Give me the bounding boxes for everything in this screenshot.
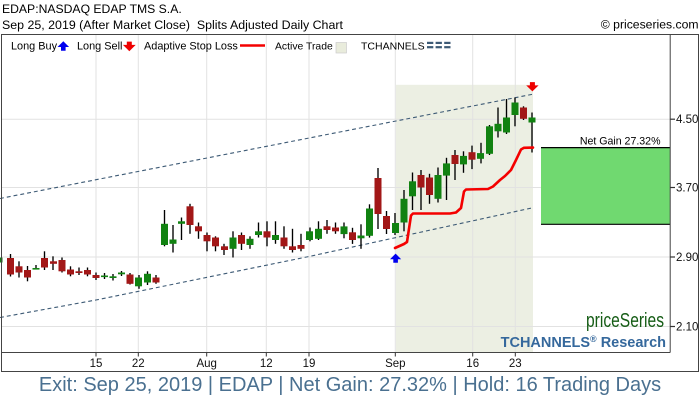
svg-text:2.90: 2.90 bbox=[676, 252, 698, 264]
svg-text:15: 15 bbox=[90, 358, 103, 370]
svg-text:Exit: Sep 25, 2019 | EDAP | Ne: Exit: Sep 25, 2019 | EDAP | Net Gain: 27… bbox=[39, 374, 661, 396]
svg-text:TCHANNELS: TCHANNELS bbox=[361, 41, 425, 53]
svg-text:3.70: 3.70 bbox=[676, 183, 698, 195]
svg-text:19: 19 bbox=[303, 358, 316, 370]
svg-text:23: 23 bbox=[509, 358, 522, 370]
svg-text:Sep 25, 2019 (After Market Clo: Sep 25, 2019 (After Market Close) Splits… bbox=[2, 18, 343, 32]
svg-text:TCHANNELS® Research: TCHANNELS® Research bbox=[501, 334, 666, 351]
svg-text:Adaptive Stop Loss: Adaptive Stop Loss bbox=[144, 41, 238, 53]
svg-text:22: 22 bbox=[132, 358, 145, 370]
svg-text:4.50: 4.50 bbox=[676, 114, 698, 126]
svg-text:Long Buy: Long Buy bbox=[11, 41, 58, 53]
svg-text:Sep: Sep bbox=[385, 358, 405, 370]
svg-text:priceSeries: priceSeries bbox=[586, 310, 664, 332]
svg-text:12: 12 bbox=[260, 358, 273, 370]
svg-text:Active Trade: Active Trade bbox=[275, 42, 333, 53]
svg-text:Aug: Aug bbox=[196, 358, 216, 370]
svg-text:16: 16 bbox=[466, 358, 479, 370]
svg-text:© priceseries.com: © priceseries.com bbox=[601, 17, 699, 31]
svg-text:EDAP:NASDAQ EDAP TMS S.A.: EDAP:NASDAQ EDAP TMS S.A. bbox=[2, 2, 182, 16]
svg-text:Long Sell: Long Sell bbox=[77, 41, 122, 53]
svg-text:Net Gain 27.32%: Net Gain 27.32% bbox=[580, 136, 661, 148]
svg-text:2.10: 2.10 bbox=[676, 322, 698, 334]
